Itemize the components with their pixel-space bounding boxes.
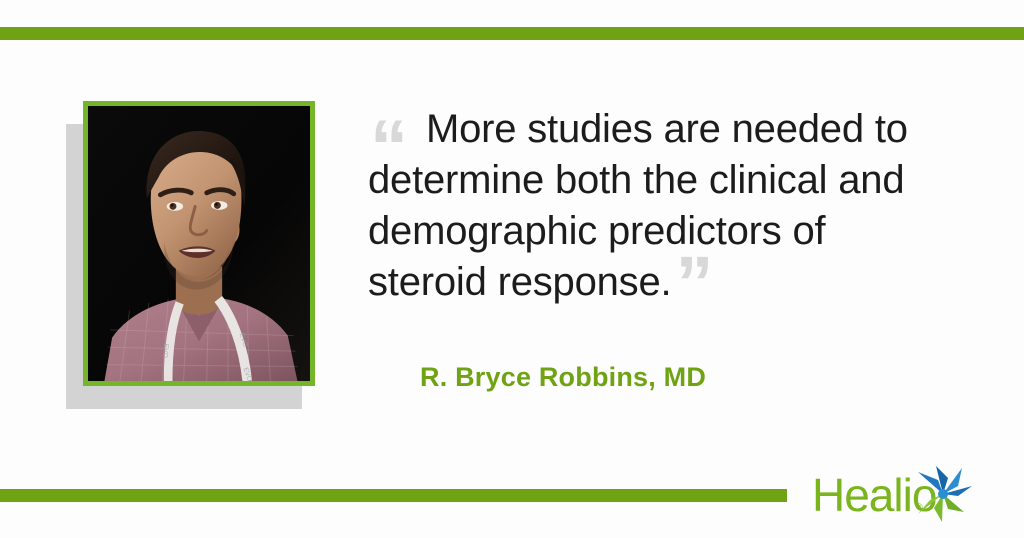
quote-line-3: demographic predictors of <box>368 209 826 253</box>
svg-text:EVO: EVO <box>242 367 253 381</box>
healio-star-icon <box>918 466 972 522</box>
quote-line-2: determine both the clinical and <box>368 158 905 202</box>
svg-text:EVO: EVO <box>238 332 249 348</box>
top-green-rule <box>0 27 1024 40</box>
quote-text: “ More studies are needed to determine b… <box>368 105 908 326</box>
quote-block: “ More studies are needed to determine b… <box>368 104 968 326</box>
portrait-frame: EVO EVO EVO <box>83 101 315 386</box>
attribution-name: R. Bryce Robbins, MD <box>420 362 707 392</box>
quote-line-4: steroid response. <box>368 260 672 304</box>
portrait-photo: EVO EVO EVO <box>88 106 310 381</box>
healio-logo[interactable]: Healio ® <box>812 466 982 524</box>
portrait-block: EVO EVO EVO <box>62 98 322 413</box>
quote-line-1: More studies are needed to <box>426 107 908 151</box>
bottom-green-rule <box>0 489 787 502</box>
healio-wordmark: Healio <box>812 469 937 521</box>
registered-mark: ® <box>916 502 923 512</box>
svg-text:EVO: EVO <box>161 343 169 358</box>
